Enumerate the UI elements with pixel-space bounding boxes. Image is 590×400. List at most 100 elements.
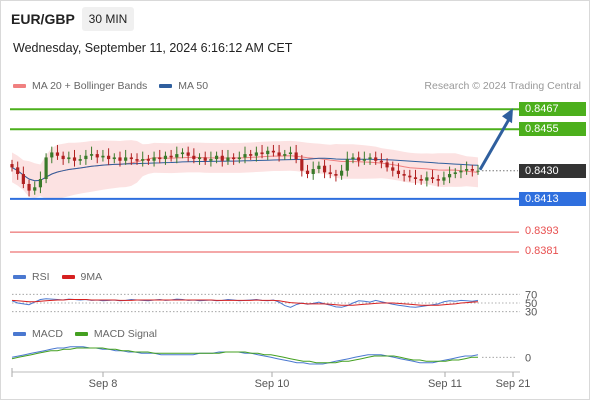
- candle-body: [260, 152, 264, 155]
- candle-body: [294, 152, 298, 160]
- timeframe-button[interactable]: 30 MIN: [82, 7, 134, 31]
- legend-macd-signal: MACD Signal: [93, 328, 157, 340]
- candle-body: [374, 157, 378, 161]
- candle-body: [203, 157, 207, 161]
- macd-swatch: [13, 332, 26, 337]
- candle-body: [425, 177, 429, 181]
- candle-body: [146, 159, 150, 161]
- candle-body: [317, 165, 321, 170]
- candle-body: [152, 157, 156, 161]
- candle-body: [254, 152, 258, 156]
- ma20-swatch: [13, 84, 26, 89]
- x-tick-label: Sep 10: [255, 378, 290, 390]
- last-price-label: 0.8430: [519, 163, 586, 178]
- candle-body: [141, 159, 145, 161]
- ma50-swatch: [159, 84, 173, 89]
- candle-body: [118, 157, 122, 161]
- candle-body: [368, 157, 372, 160]
- level-label-support: 0.8393: [525, 225, 559, 238]
- candle-body: [305, 170, 310, 175]
- candle-body: [408, 175, 412, 178]
- candle-body: [135, 159, 139, 161]
- candle-body: [249, 154, 253, 156]
- candle-body: [447, 174, 452, 178]
- candle-body: [340, 170, 344, 176]
- x-tick-label: Sep 11: [428, 378, 462, 390]
- symbol-title: EUR/GBP: [11, 11, 75, 27]
- rsi-ma-line: [11, 299, 479, 306]
- candle-body: [112, 157, 116, 160]
- forecast-arrow-shaft: [478, 118, 511, 171]
- candle-body: [21, 174, 25, 184]
- legend-ma50: MA 50: [178, 80, 209, 92]
- candle-body: [345, 159, 349, 171]
- candle-body: [413, 177, 418, 179]
- timestamp: Wednesday, September 11, 2024 6:16:12 AM…: [13, 41, 293, 55]
- rsi-level-label: 30: [525, 307, 537, 319]
- candle-body: [158, 157, 162, 160]
- macd-signal-line: [11, 347, 478, 364]
- candle-body: [27, 183, 31, 191]
- x-tick-label: Sep 8: [89, 378, 118, 390]
- candle-body: [453, 172, 457, 175]
- candle-body: [328, 172, 332, 175]
- candle-body: [50, 152, 54, 158]
- rsi-level-label: 70: [525, 289, 537, 301]
- candle-body: [232, 157, 236, 160]
- candle-body: [197, 157, 202, 160]
- candle-body: [351, 157, 355, 160]
- candle-body: [186, 152, 190, 156]
- candle-body: [33, 187, 37, 191]
- candle-body: [243, 154, 247, 158]
- candle-body: [311, 169, 315, 175]
- candle-body: [391, 167, 395, 171]
- candle-body: [192, 155, 196, 160]
- candle-body: [44, 157, 48, 179]
- candle-body: [459, 170, 463, 173]
- rsi-ma-swatch: [61, 275, 75, 280]
- candle-body: [283, 154, 287, 156]
- candle-body: [442, 177, 446, 181]
- legend-rsi: RSI: [32, 271, 50, 283]
- candle-body: [129, 157, 133, 160]
- candle-body: [419, 179, 423, 181]
- candle-body: [277, 152, 281, 156]
- candle-body: [95, 154, 99, 158]
- candle-body: [334, 174, 338, 176]
- candle-body: [55, 152, 60, 156]
- candle-body: [357, 157, 361, 161]
- candle-body: [402, 174, 406, 176]
- candle-body: [180, 152, 185, 155]
- candle-body: [214, 155, 219, 160]
- macd-signal-swatch: [74, 332, 88, 337]
- candle-body: [396, 170, 401, 175]
- bollinger-band: [12, 140, 478, 201]
- candle-body: [300, 159, 304, 171]
- macd-zero-label: 0: [525, 352, 531, 364]
- candle-body: [237, 157, 241, 160]
- level-label-support: 0.8381: [525, 245, 559, 258]
- level-label-resistance: 0.8455: [519, 122, 586, 137]
- candle-body: [226, 157, 230, 161]
- candle-body: [38, 179, 43, 188]
- candle-body: [16, 167, 20, 175]
- candle-body: [379, 160, 383, 163]
- candle-body: [322, 165, 327, 173]
- candle-body: [220, 155, 224, 161]
- candle-body: [288, 152, 293, 155]
- candle-body: [385, 162, 389, 168]
- level-label-resistance: 0.8467: [519, 102, 586, 117]
- candles: [10, 144, 480, 197]
- candle-body: [476, 170, 480, 172]
- candle-body: [124, 157, 128, 161]
- candle-body: [436, 179, 440, 181]
- legend-ma20: MA 20 + Bollinger Bands: [32, 80, 148, 92]
- candle-body: [163, 155, 168, 160]
- forecast-arrow-head: [502, 108, 513, 124]
- credit-text: Research © 2024 Trading Central: [424, 80, 581, 92]
- candle-body: [169, 155, 173, 158]
- macd-line: [11, 346, 479, 365]
- candle-body: [89, 154, 94, 156]
- level-label-pivot: 0.8413: [519, 191, 586, 206]
